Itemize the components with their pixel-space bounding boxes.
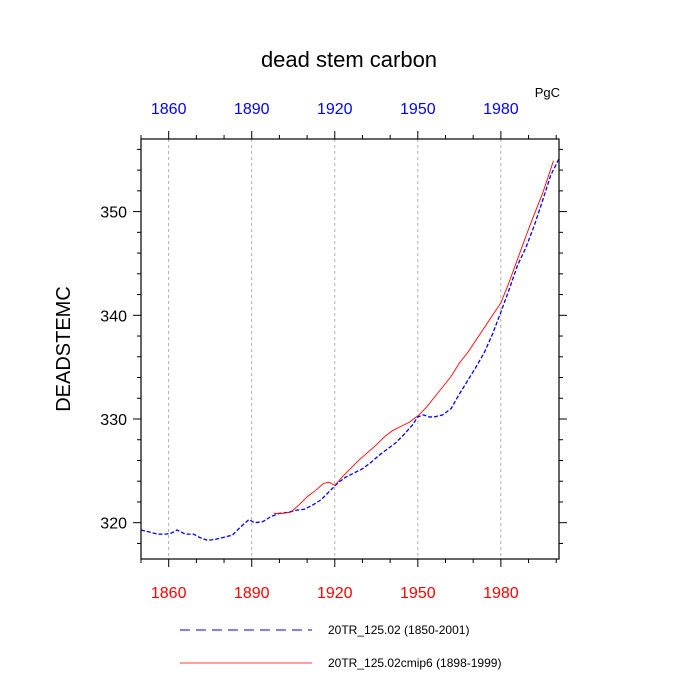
legend-label-1: 20TR_125.02 (1850-2001)	[328, 623, 469, 637]
chart-title: dead stem carbon	[261, 47, 437, 72]
x-tick-label-bottom: 1890	[234, 585, 270, 602]
plot-frame	[140, 138, 560, 560]
ticks: 1860 1860 1890 1890 1920 1920 1950 1950 1980 1980…	[100, 101, 567, 602]
x-tick-label-top: 1860	[151, 101, 187, 118]
y-tick-label: 320	[100, 516, 127, 533]
series-layer	[140, 158, 560, 541]
y-tick-label: 330	[100, 412, 127, 429]
y-axis-label: DEADSTEMC	[53, 286, 75, 412]
x-tick-label-bottom: 1860	[151, 585, 187, 602]
legend: 20TR_125.02 (1850-2001) 20TR_125.02cmip6 …	[180, 623, 501, 670]
x-tick-label-top: 1890	[234, 101, 270, 118]
grid-lines	[168, 139, 502, 559]
units-label: PgC	[535, 85, 560, 100]
y-tick-label: 340	[100, 308, 127, 325]
x-tick-label-bottom: 1950	[400, 585, 436, 602]
y-tick-label: 350	[100, 205, 127, 222]
series-line-1	[140, 158, 560, 541]
series-line-2	[273, 160, 554, 514]
x-tick-label-top: 1980	[483, 101, 519, 118]
x-tick-label-bottom: 1920	[317, 585, 353, 602]
x-tick-label-bottom: 1980	[483, 585, 519, 602]
x-tick-label-top: 1920	[317, 101, 353, 118]
x-tick-label-top: 1950	[400, 101, 436, 118]
legend-label-2: 20TR_125.02cmip6 (1898-1999)	[328, 656, 501, 670]
